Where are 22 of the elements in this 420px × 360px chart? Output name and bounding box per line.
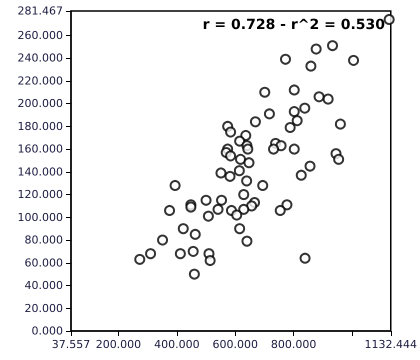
x-tick-label: 200.000: [96, 338, 142, 351]
y-tick-label: 240.000: [18, 52, 63, 65]
y-tick-label: 180.000: [18, 120, 63, 133]
x-tick-label: 1132.444: [364, 338, 418, 351]
x-tick-label: 400.000: [154, 338, 200, 351]
y-tick-label: 200.000: [18, 97, 63, 110]
y-tick-label: 60.000: [24, 256, 63, 270]
y-tick-label: 120.000: [18, 188, 63, 202]
y-tick-label: 20.000: [24, 302, 63, 315]
y-tick-label: 220.000: [18, 74, 63, 88]
y-tick-label: 40.000: [24, 279, 63, 292]
y-tick-label: 140.000: [18, 165, 63, 178]
y-tick-label: 260.000: [18, 28, 63, 42]
x-tick-label: 37.557: [52, 338, 90, 351]
y-tick-label: 0.000: [32, 324, 63, 338]
y-tick-label: 281.467: [18, 4, 63, 18]
x-tick-label: 800.000: [270, 338, 316, 351]
y-tick-label: 80.000: [24, 234, 63, 247]
y-tick-label: 160.000: [18, 142, 63, 156]
y-tick-label: 100.000: [18, 210, 63, 224]
annotation: r = 0.728 - r^2 = 0.530: [202, 17, 386, 33]
x-tick-label: 600.000: [212, 338, 258, 351]
